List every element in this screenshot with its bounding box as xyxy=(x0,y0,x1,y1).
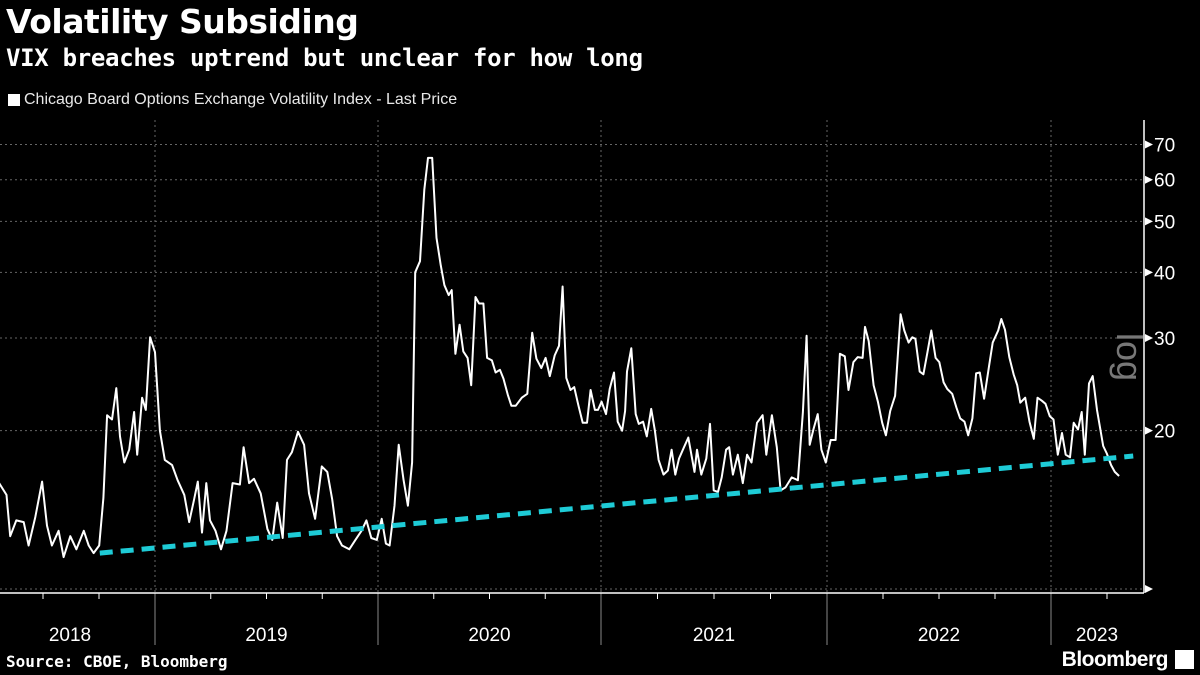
chart-title: Volatility Subsiding xyxy=(6,2,359,41)
vix-series-line xyxy=(0,156,1120,559)
source-note: Source: CBOE, Bloomberg xyxy=(6,652,228,671)
x-tick-label: 2018 xyxy=(49,625,91,646)
y-tick-label: 20 xyxy=(1154,422,1175,443)
bloomberg-logo-icon xyxy=(1175,650,1194,669)
y-tick-label: 70 xyxy=(1154,135,1175,156)
x-tick-label: 2019 xyxy=(245,625,287,646)
chart-subtitle: VIX breaches uptrend but unclear for how… xyxy=(6,44,643,72)
y-tick-label: 30 xyxy=(1154,329,1175,350)
y-tick-marker xyxy=(1145,140,1153,149)
y-tick-marker xyxy=(1145,426,1153,435)
y-tick-label: 50 xyxy=(1154,212,1175,233)
bloomberg-logo: Bloomberg xyxy=(1061,648,1169,671)
x-tick-label: 2022 xyxy=(918,625,960,646)
y-tick-marker xyxy=(1145,217,1153,226)
y-tick-marker xyxy=(1145,268,1153,277)
legend: Chicago Board Options Exchange Volatilit… xyxy=(8,91,457,109)
y-tick-marker xyxy=(1145,585,1153,593)
y-tick-label: 40 xyxy=(1154,263,1175,284)
trendline xyxy=(99,453,1134,556)
x-tick-label: 2023 xyxy=(1076,625,1118,646)
x-tick-label: 2020 xyxy=(468,625,510,646)
y-tick-marker xyxy=(1145,334,1153,343)
y-scale-label: log xyxy=(1109,333,1150,382)
legend-label: Chicago Board Options Exchange Volatilit… xyxy=(24,91,458,108)
y-tick-label: 60 xyxy=(1154,171,1175,192)
legend-swatch xyxy=(8,94,20,106)
y-tick-marker xyxy=(1145,175,1153,184)
x-tick-label: 2021 xyxy=(693,625,735,646)
